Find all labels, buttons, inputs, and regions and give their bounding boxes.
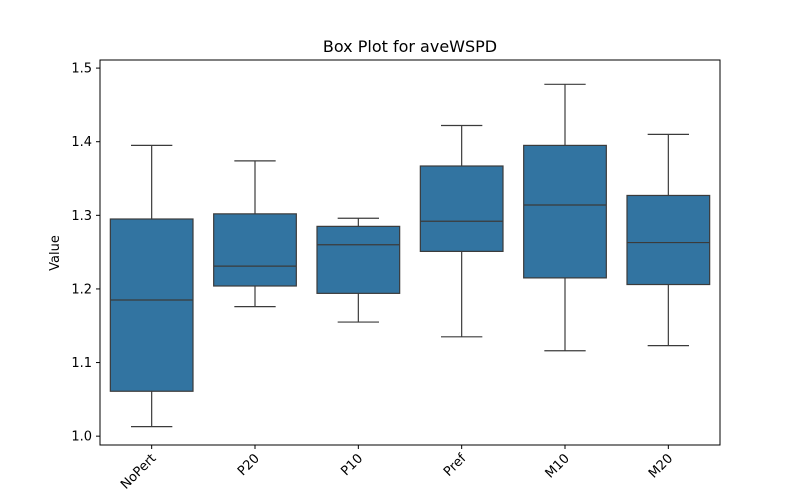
box-body (419, 165, 504, 252)
x-tick-label: M20 (646, 451, 676, 481)
y-axis-label: Value (48, 235, 63, 271)
x-tick-label: Pref (441, 451, 470, 480)
box-body (626, 194, 711, 286)
box-body (109, 218, 194, 392)
y-tick-label: 1.3 (71, 209, 92, 224)
plot-area-frame (99, 59, 721, 446)
y-tick-label: 1.2 (71, 282, 92, 297)
box-p20 (213, 160, 297, 308)
box-m20 (626, 133, 711, 347)
y-tick-label: 1.4 (71, 135, 92, 150)
box-p10 (316, 217, 401, 323)
x-tick-label: P20 (235, 451, 263, 479)
box-nopert (109, 144, 194, 428)
box-pref (419, 124, 504, 338)
box-body (213, 213, 297, 287)
x-tick-label: M10 (543, 451, 573, 481)
box-m10 (523, 83, 607, 352)
box-body (523, 144, 607, 279)
y-tick-label: 1.1 (71, 356, 92, 371)
box-body (316, 225, 401, 294)
x-tick-label: P10 (338, 451, 366, 479)
x-tick-label: NoPert (118, 451, 159, 492)
y-axis: 1.0 1.1 1.2 1.3 1.4 1.5 (71, 62, 100, 445)
y-tick-label: 1.0 (71, 430, 92, 445)
y-tick-label: 1.5 (71, 62, 92, 77)
chart-title: Box Plot for aveWSPD (323, 37, 497, 56)
boxes-layer (109, 83, 711, 428)
x-axis: NoPert P20 P10 Pref M10 M20 (118, 445, 676, 493)
